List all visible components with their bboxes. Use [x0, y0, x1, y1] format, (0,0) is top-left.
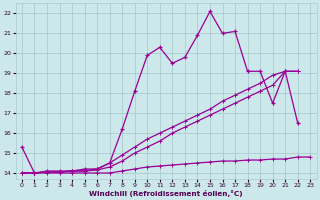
X-axis label: Windchill (Refroidissement éolien,°C): Windchill (Refroidissement éolien,°C): [89, 190, 243, 197]
